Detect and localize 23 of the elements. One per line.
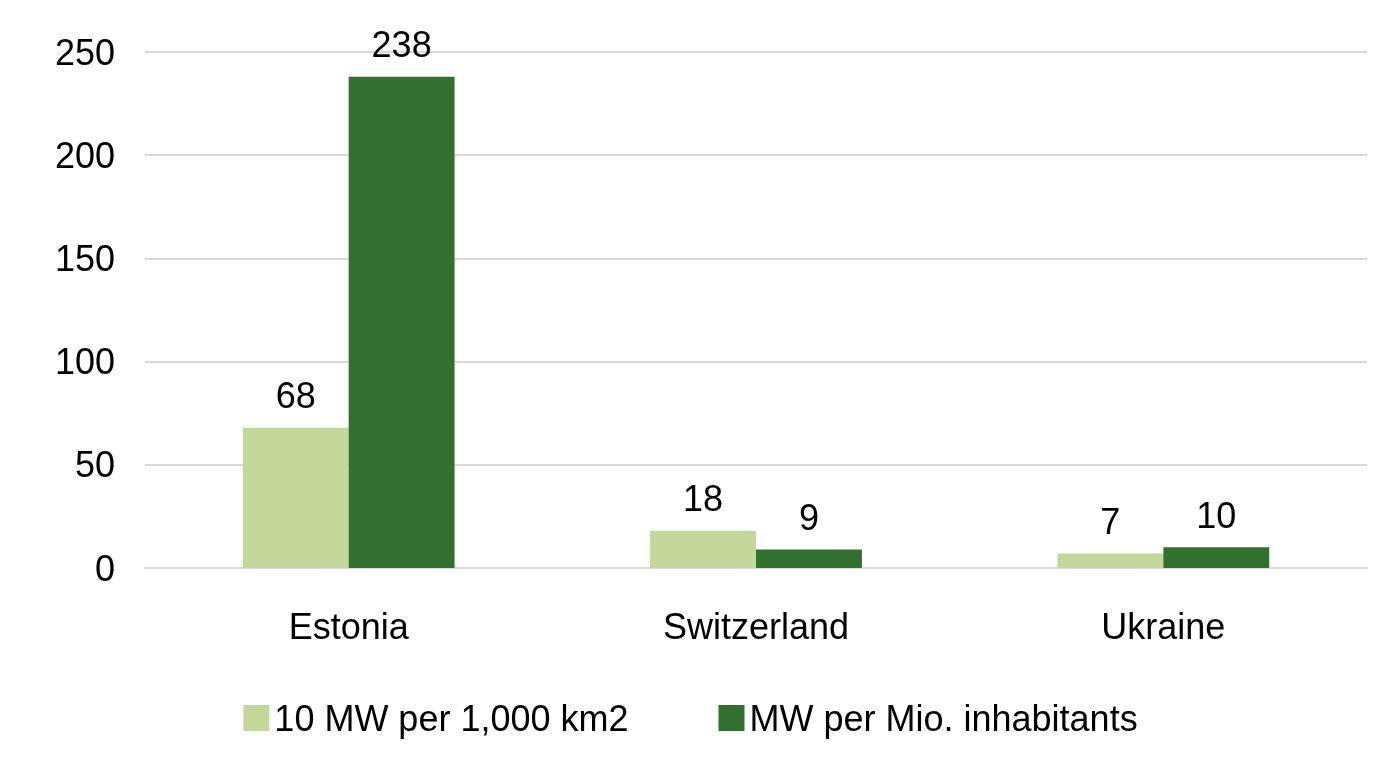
- data-label: 238: [371, 24, 432, 66]
- bar: [1057, 553, 1164, 568]
- y-tick-label: 50: [74, 444, 115, 486]
- bar: [1163, 547, 1270, 568]
- y-tick-label: 200: [54, 134, 115, 176]
- bar: [650, 530, 756, 568]
- y-tick-label: 100: [54, 341, 115, 383]
- legend-label: MW per Mio. inhabitants: [749, 697, 1138, 739]
- y-tick-label: 250: [54, 31, 115, 73]
- x-tick-label: Switzerland: [662, 605, 850, 647]
- data-label: 7: [1100, 501, 1121, 543]
- y-tick-label: 0: [94, 547, 115, 589]
- data-label: 10: [1196, 494, 1237, 536]
- legend-label: 10 MW per 1,000 km2: [274, 697, 629, 739]
- y-tick-label: 150: [54, 237, 115, 279]
- x-tick-label: Ukraine: [1101, 605, 1226, 647]
- bar: [756, 549, 862, 568]
- x-tick-label: Estonia: [288, 605, 410, 647]
- data-label: 18: [683, 478, 724, 520]
- bar: [242, 427, 349, 568]
- data-label: 9: [798, 496, 819, 538]
- bar: [348, 76, 455, 568]
- data-label: 68: [275, 375, 316, 417]
